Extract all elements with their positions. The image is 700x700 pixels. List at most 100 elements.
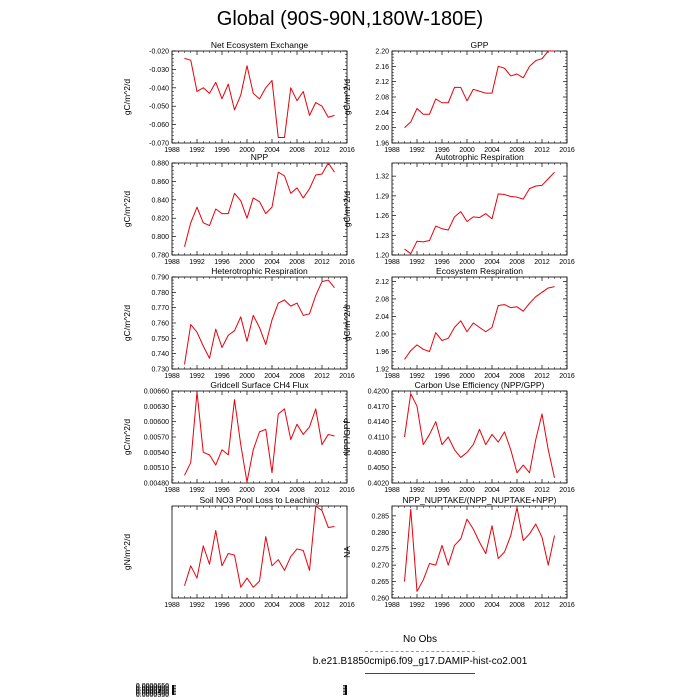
chart-npp-nuptake-npp-nuptake-npp: NPP_NUPTAKE/(NPP_NUPTAKE+NPP) NA 1988 1992 1… — [342, 495, 575, 609]
x-tick-label: 2004 — [264, 147, 280, 154]
chart-gpp: GPP gC/m^2/d 1988 1992 1996 2000 2004 2008 2012 2… — [342, 40, 575, 154]
series-line — [184, 505, 335, 588]
x-tick-label: 1992 — [189, 487, 205, 494]
y-tick-label: 0.260 — [371, 596, 389, 603]
y-tick-label: 0.00480 — [144, 481, 169, 488]
y-tick-label: 0.860 — [151, 179, 169, 186]
y-tick-label: 0.0000550 — [136, 686, 169, 693]
plot-frame — [391, 390, 568, 484]
y-axis-label: NA — [342, 546, 352, 558]
y-tick-label: 0.275 — [371, 546, 389, 553]
y-tick-label: 2.08 — [375, 296, 389, 303]
y-tick-label: 0.0000600 — [136, 684, 169, 691]
x-tick-label: 1992 — [189, 373, 205, 380]
x-tick-label: 2004 — [484, 602, 500, 609]
x-tick-label: 2004 — [484, 147, 500, 154]
x-tick-label: 2008 — [509, 602, 525, 609]
y-tick-label: 0.740 — [151, 351, 169, 358]
chart-gridcell-surface-ch4-flux: Gridcell Surface CH4 Flux gC/m^2/d 1988 199… — [122, 380, 355, 494]
y-tick-label: 0.800 — [151, 234, 169, 241]
y-axis-label: gC/m^2/d — [342, 305, 352, 341]
y-tick-label: -0.040 — [149, 85, 169, 92]
x-tick-label: 1996 — [214, 373, 230, 380]
x-tick-label: 2004 — [484, 487, 500, 494]
x-tick-label: 1996 — [214, 147, 230, 154]
x-tick-label: 2008 — [289, 487, 305, 494]
y-tick-label: 2.00 — [375, 125, 389, 132]
series-line — [184, 279, 335, 365]
y-tick-label: -0.060 — [149, 122, 169, 129]
x-tick-label: 1996 — [434, 487, 450, 494]
x-tick-label: 2008 — [509, 373, 525, 380]
y-tick-label: 0.00600 — [144, 419, 169, 426]
x-tick-label: 2008 — [289, 373, 305, 380]
x-tick-label: 1996 — [434, 147, 450, 154]
y-tick-label: 2.12 — [375, 79, 389, 86]
y-tick-label: 0.770 — [151, 305, 169, 312]
x-tick-label: 1988 — [384, 147, 400, 154]
x-tick-label: 2004 — [484, 259, 500, 266]
x-tick-label: 2004 — [264, 259, 280, 266]
plot-frame — [171, 505, 348, 599]
x-tick-label: 2012 — [314, 487, 330, 494]
plot-frame — [171, 50, 348, 144]
series-line — [404, 171, 555, 255]
chart-title: GPP — [471, 40, 489, 50]
y-tick-label: 2.12 — [375, 279, 389, 286]
x-tick-label: 1992 — [409, 147, 425, 154]
chart-net-ecosystem-exchange: Net Ecosystem Exchange gC/m^2/d 1988 1992 19… — [122, 40, 355, 154]
y-axis-label: gC/m^2/d — [122, 305, 132, 341]
y-tick-label: 0.00630 — [144, 404, 169, 411]
y-tick-label: 1.32 — [375, 174, 389, 181]
x-tick-label: 2016 — [339, 602, 355, 609]
legend-line-model-run — [365, 673, 475, 674]
x-tick-label: 2012 — [314, 259, 330, 266]
y-tick-label: 0.0000400 — [136, 691, 169, 698]
y-tick-label: 0.4200 — [368, 389, 390, 396]
y-tick-label: 0.285 — [371, 513, 389, 520]
y-tick-label: 0.0000500 — [136, 688, 169, 695]
x-tick-label: 2016 — [339, 373, 355, 380]
x-tick-label: 1988 — [384, 373, 400, 380]
y-axis-label: gC/m^2/d — [122, 419, 132, 455]
y-tick-label: 2.04 — [375, 110, 389, 117]
chart-npp: NPP gC/m^2/d 1988 1992 1996 2000 2004 2008 2012 2… — [122, 152, 355, 266]
x-tick-label: 1992 — [189, 147, 205, 154]
y-tick-label: 2.00 — [375, 331, 389, 338]
chart-ecosystem-respiration: Ecosystem Respiration gC/m^2/d 1988 1992 199… — [342, 266, 575, 380]
y-tick-label: 0.760 — [151, 321, 169, 328]
legend-label-model-run: b.e21.B1850cmip6.f09_g17.DAMIP-hist-co2.… — [312, 656, 528, 667]
chart-carbon-use-efficiency-npp-gpp: Carbon Use Efficiency (NPP/GPP) NPP/GPP 19… — [342, 380, 575, 494]
y-tick-label: 0.4110 — [368, 435, 389, 442]
x-tick-label: 1988 — [384, 487, 400, 494]
y-tick-label: 1.23 — [375, 233, 389, 240]
x-tick-label: 1988 — [164, 259, 180, 266]
y-tick-label: 0.790 — [151, 275, 169, 282]
x-tick-label: 2004 — [264, 373, 280, 380]
chart-title: Net Ecosystem Exchange — [211, 40, 309, 50]
series-line — [184, 162, 335, 247]
plot-frame — [171, 276, 348, 370]
y-axis-label: gC/m^2/d — [342, 191, 352, 227]
x-tick-label: 2000 — [459, 373, 475, 380]
x-tick-label: 2012 — [534, 259, 550, 266]
y-axis-label: gN/m^2/d — [122, 534, 132, 570]
y-tick-label: 0.280 — [371, 530, 389, 537]
y-tick-label: 0.4140 — [368, 419, 390, 426]
x-tick-label: 1992 — [409, 487, 425, 494]
plot-frame — [391, 50, 568, 144]
series-line — [404, 507, 555, 592]
x-tick-label: 1992 — [409, 602, 425, 609]
x-tick-label: 2012 — [314, 147, 330, 154]
series-line — [404, 50, 555, 129]
x-tick-label: 2016 — [339, 487, 355, 494]
y-tick-label: 2.08 — [375, 95, 389, 102]
y-tick-label: 0.880 — [151, 161, 169, 168]
x-tick-label: 2000 — [459, 259, 475, 266]
y-tick-label: 0.0000450 — [136, 689, 169, 696]
y-tick-label: 0.4020 — [368, 481, 390, 488]
y-tick-label: 0.780 — [151, 253, 169, 260]
x-tick-label: 2012 — [534, 487, 550, 494]
x-tick-label: 1988 — [384, 259, 400, 266]
x-tick-label: 1996 — [214, 602, 230, 609]
